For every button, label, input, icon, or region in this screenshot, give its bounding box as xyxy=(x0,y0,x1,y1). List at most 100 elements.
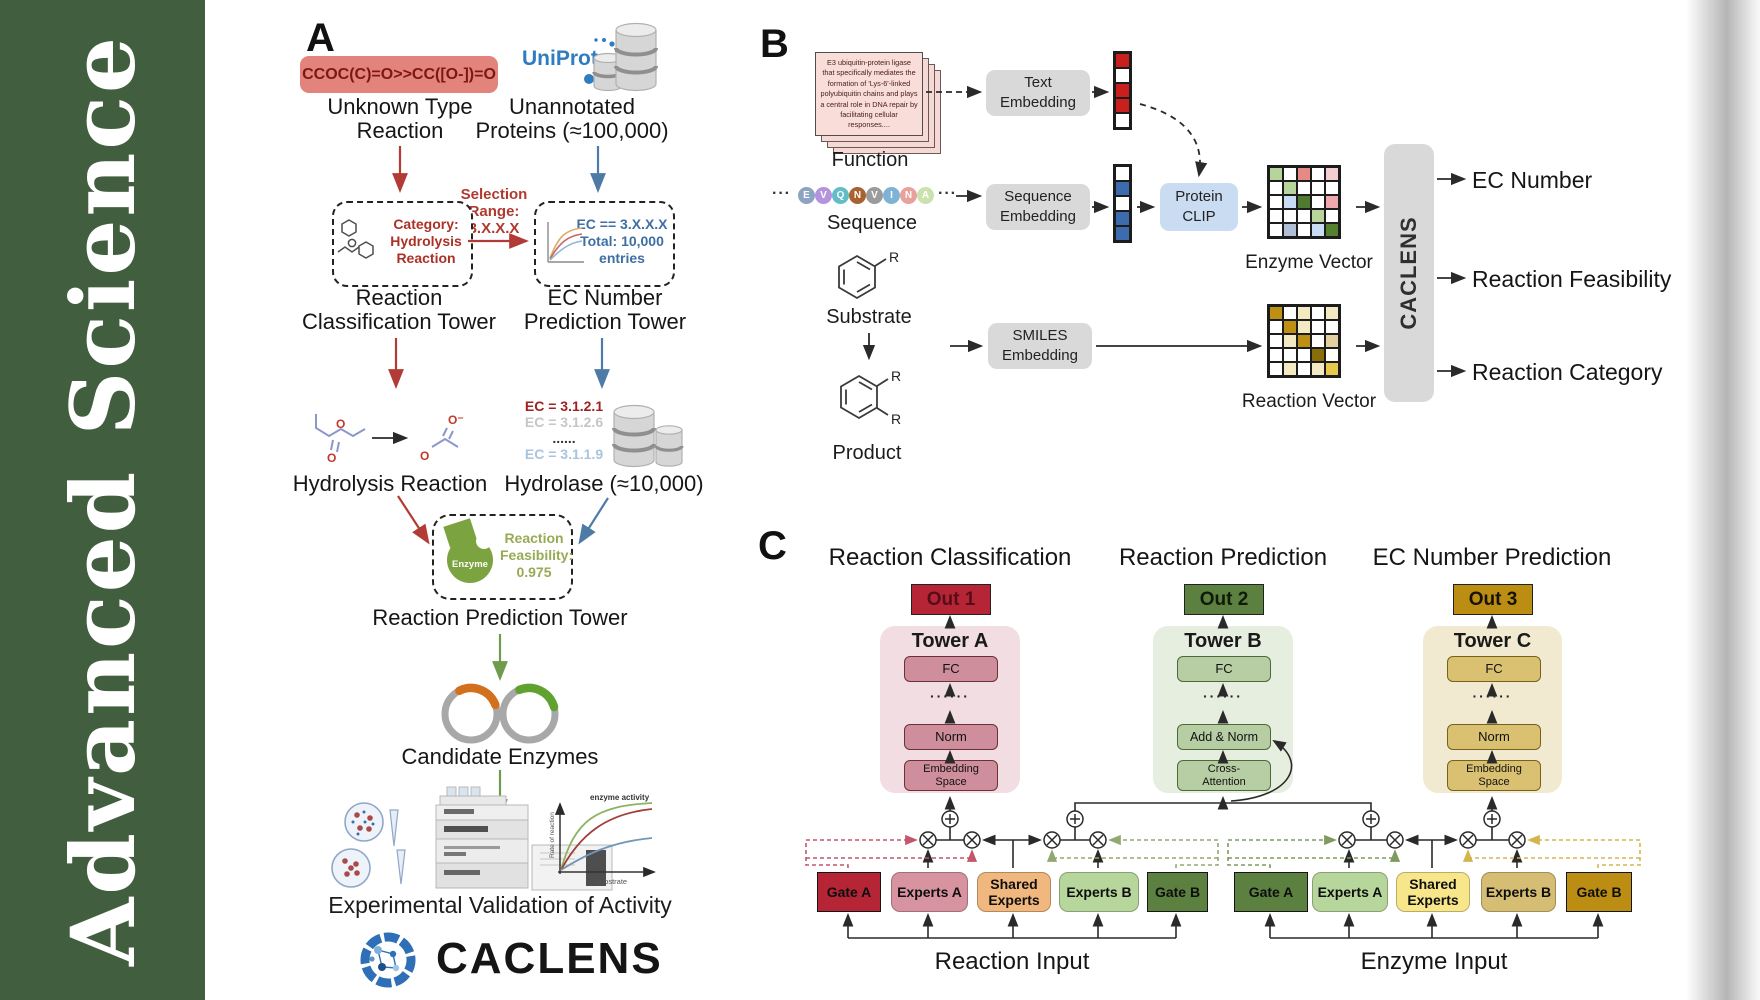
ec-selection-box: EC == 3.X.X.X Total: 10,000 entries xyxy=(534,201,675,287)
vector-cell xyxy=(1283,181,1297,195)
vector-cell xyxy=(1297,348,1311,362)
vector-cell xyxy=(1269,167,1283,181)
tower-a: Tower A FC ······ Norm Embedding Space xyxy=(880,626,1020,793)
vector-cell xyxy=(1115,211,1130,226)
activity-plot: enzyme activity Rate of reaction Substra… xyxy=(549,793,656,886)
residue-chip: V xyxy=(815,187,832,204)
vector-cell xyxy=(1115,113,1130,128)
hydrolysis-molecules-icon xyxy=(315,414,459,453)
vector-cell xyxy=(1325,348,1339,362)
reaction-experts-a: Experts A xyxy=(891,872,968,912)
moe-nodes xyxy=(919,810,1526,849)
enzyme-gate-b: Gate B xyxy=(1566,872,1632,912)
ec-result-list: EC = 3.1.2.1 EC = 3.1.2.6 ...... EC = 3.… xyxy=(520,398,608,462)
caclens-module-box: CACLENS xyxy=(1384,144,1434,402)
output-reaction-category: Reaction Category xyxy=(1472,359,1663,385)
reaction-classification-tower-label: Reaction Classification Tower xyxy=(301,285,496,334)
vector-cell xyxy=(1311,306,1325,320)
vector-cell xyxy=(1115,83,1130,98)
oxygen-labels: O O O⁻ O xyxy=(327,413,464,465)
vector-cell xyxy=(1297,223,1311,237)
svg-text:Rate of reaction: Rate of reaction xyxy=(549,812,556,858)
times-node xyxy=(1459,831,1477,849)
vector-cell xyxy=(1283,195,1297,209)
petri-dish-icon xyxy=(331,802,406,888)
vector-cell xyxy=(1311,195,1325,209)
reaction-shared-experts: Shared Experts xyxy=(977,872,1051,912)
residue-chip: N xyxy=(900,187,917,204)
vector-cell xyxy=(1325,334,1339,348)
function-label: Function xyxy=(831,149,909,171)
unannotated-proteins-label: Unannotated Proteins (≈100,000) xyxy=(475,94,669,143)
tower-c: Tower C FC ······ Norm Embedding Space xyxy=(1423,626,1562,793)
tower-c-title: Tower C xyxy=(1453,630,1532,652)
sequence-embedding-box: Sequence Embedding xyxy=(986,184,1090,230)
vector-cell xyxy=(1115,68,1130,83)
vector-cell xyxy=(1269,320,1283,334)
vector-cell xyxy=(1269,223,1283,237)
enzyme-shared-experts: Shared Experts xyxy=(1396,872,1470,912)
vector-cell xyxy=(1115,181,1130,196)
vector-cell xyxy=(1311,362,1325,376)
candidate-enzymes-label: Candidate Enzymes xyxy=(401,744,599,769)
output-reaction-feasibility: Reaction Feasibility xyxy=(1472,266,1672,292)
residue-chip: N xyxy=(849,187,866,204)
tower-a-dots: ······ xyxy=(930,688,970,704)
times-node xyxy=(1043,831,1061,849)
smiles-reaction-box: CCOC(C)=O>>CC([O-])=O xyxy=(300,56,498,93)
times-node xyxy=(919,831,937,849)
vector-cell xyxy=(1325,195,1339,209)
plus-node xyxy=(1483,810,1501,828)
vector-cell xyxy=(1311,334,1325,348)
enzyme-experts-a: Experts A xyxy=(1312,872,1388,912)
vector-cell xyxy=(1311,348,1325,362)
svg-text:enzyme activity: enzyme activity xyxy=(590,793,650,802)
times-node xyxy=(963,831,981,849)
residue-chip: E xyxy=(798,187,815,204)
svg-text:R: R xyxy=(891,368,901,384)
tower-a-norm: Norm xyxy=(904,724,998,750)
vector-cell xyxy=(1269,306,1283,320)
vector-cell xyxy=(1325,181,1339,195)
enzyme-gate-a: Gate A xyxy=(1234,872,1308,912)
smiles-embedding-box: SMILES Embedding xyxy=(988,323,1092,369)
sequence-label: Sequence xyxy=(826,212,918,234)
panel-c-label: C xyxy=(758,524,787,568)
journal-title: Advanced Science xyxy=(50,34,155,966)
times-node xyxy=(1386,831,1404,849)
residue-chip: I xyxy=(883,187,900,204)
enzyme-vector-label: Enzyme Vector xyxy=(1245,252,1373,273)
panel-a-label: A xyxy=(306,16,335,60)
vector-cell xyxy=(1325,209,1339,223)
reaction-classification-box: Category: Hydrolysis Reaction xyxy=(332,201,473,287)
vector-cell xyxy=(1325,306,1339,320)
header-ec-number-prediction: EC Number Prediction xyxy=(1372,544,1612,571)
vector-cell xyxy=(1269,181,1283,195)
header-reaction-prediction: Reaction Prediction xyxy=(1118,544,1328,571)
header-reaction-classification: Reaction Classification xyxy=(828,544,1072,571)
vector-cell xyxy=(1283,209,1297,223)
vector-cell xyxy=(1283,320,1297,334)
svg-text:Substrate: Substrate xyxy=(595,877,627,886)
caclens-logo-icon xyxy=(360,932,416,988)
tower-b-title: Tower B xyxy=(1184,630,1262,652)
category-text: Category: Hydrolysis Reaction xyxy=(390,216,462,266)
experimental-validation-label: Experimental Validation of Activity xyxy=(328,892,672,918)
ec-selection-text: EC == 3.X.X.X Total: 10,000 entries xyxy=(576,216,668,266)
out2-box: Out 2 xyxy=(1184,584,1264,615)
enzyme-experts-b: Experts B xyxy=(1481,872,1556,912)
vector-cell xyxy=(1311,223,1325,237)
tower-c-fc: FC xyxy=(1447,656,1541,682)
vector-cell xyxy=(1283,334,1297,348)
tower-b-fc: FC xyxy=(1177,656,1271,682)
reaction-vector-label: Reaction Vector xyxy=(1241,391,1377,412)
vector-cell xyxy=(1325,320,1339,334)
svg-text:O: O xyxy=(336,417,345,431)
vector-cell xyxy=(1297,362,1311,376)
plus-node xyxy=(1066,810,1084,828)
residue-chip: A xyxy=(917,187,934,204)
vector-cell xyxy=(1115,53,1130,68)
vector-cell xyxy=(1297,320,1311,334)
caclens-module-label: CACLENS xyxy=(1396,216,1421,330)
